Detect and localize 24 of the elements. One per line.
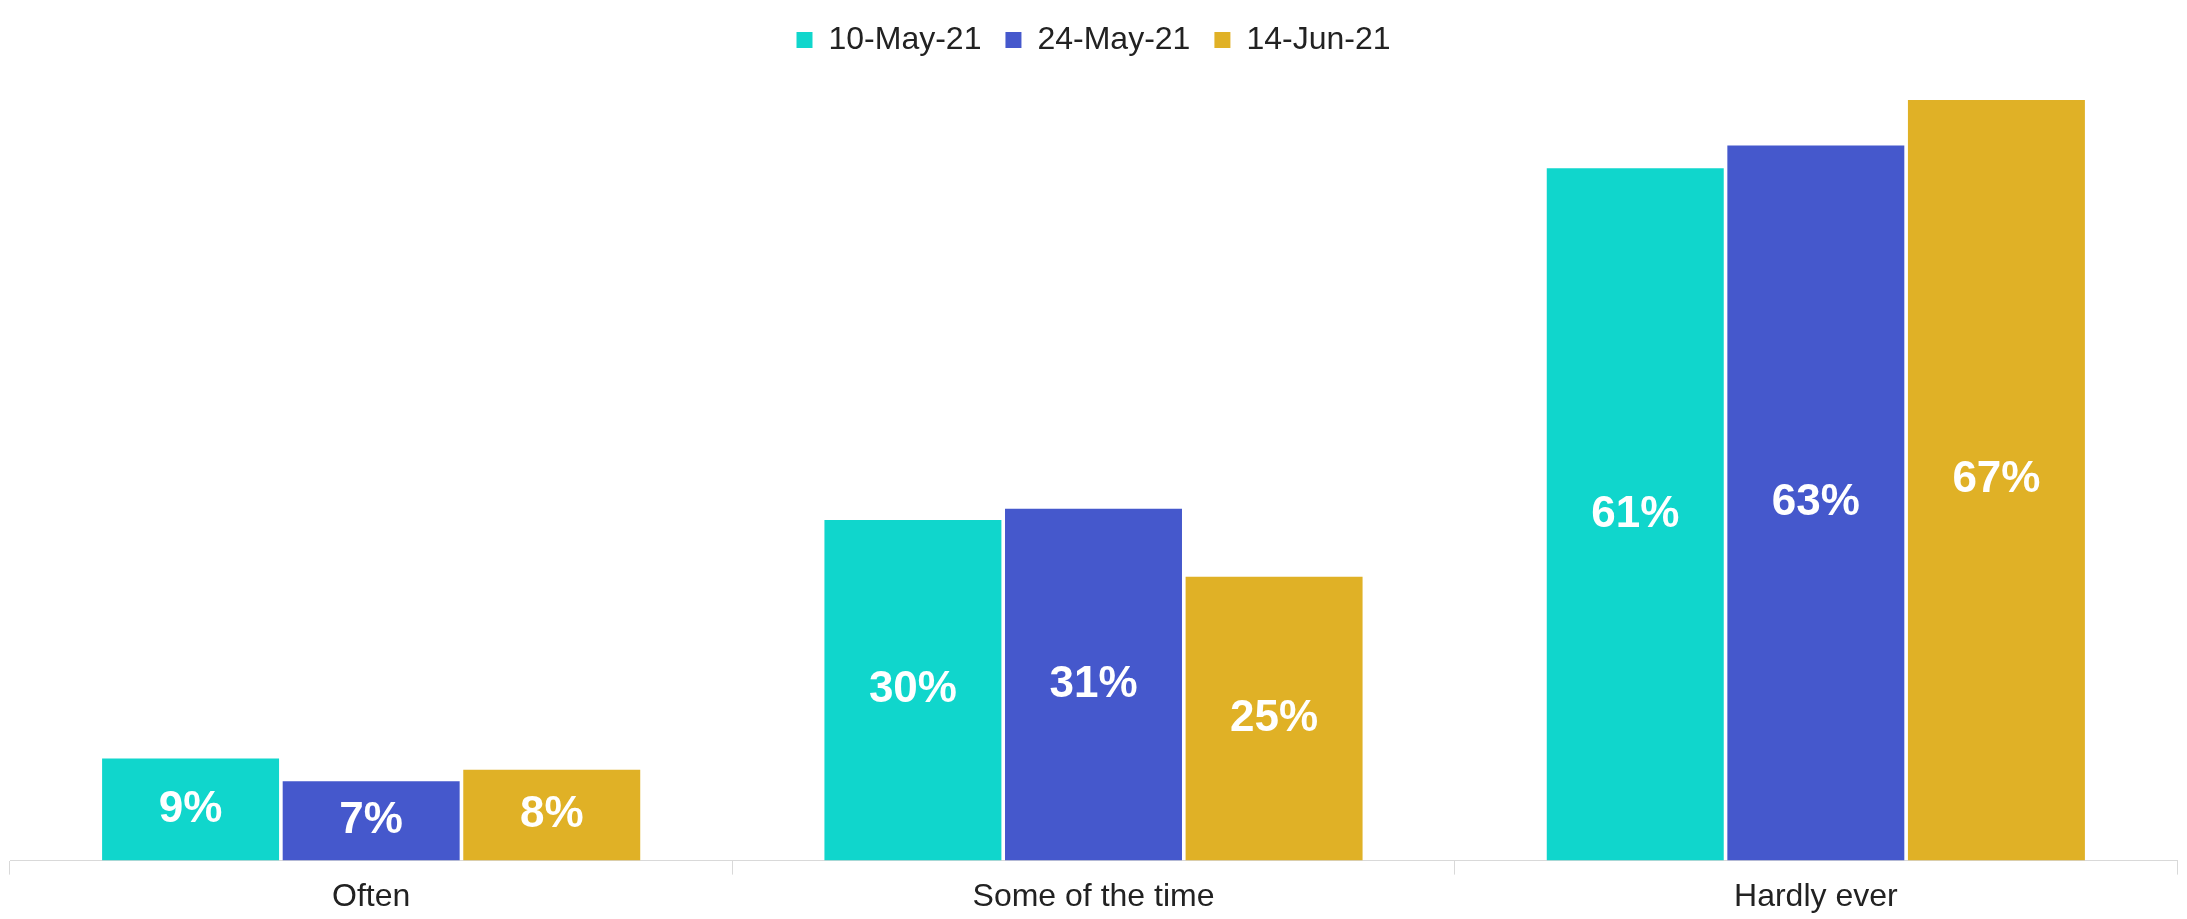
bar — [1185, 576, 1363, 861]
bar — [1546, 168, 1724, 861]
legend-label: 14-Jun-21 — [1246, 19, 1391, 56]
data-label: 9% — [158, 781, 223, 831]
bar — [282, 781, 460, 861]
data-label: 7% — [339, 793, 403, 843]
bar — [1907, 100, 2085, 861]
bar — [1727, 145, 1905, 861]
data-label: 31% — [1049, 656, 1138, 706]
x-tick-label: Often — [332, 876, 411, 913]
bar — [824, 520, 1002, 861]
legend-label: 24-May-21 — [1037, 19, 1191, 56]
data-label: 67% — [1952, 452, 2041, 502]
data-label: 30% — [868, 662, 957, 712]
data-label: 25% — [1230, 690, 1319, 740]
bar — [102, 758, 280, 861]
legend-label: 10-May-21 — [828, 19, 982, 56]
bar — [1005, 508, 1182, 861]
bar — [463, 769, 641, 861]
data-label: 63% — [1771, 475, 1860, 525]
data-label: 61% — [1591, 486, 1680, 536]
x-tick-label: Some of the time — [972, 876, 1215, 913]
x-tick-label: Hardly ever — [1734, 876, 1898, 913]
data-label: 8% — [519, 787, 584, 837]
